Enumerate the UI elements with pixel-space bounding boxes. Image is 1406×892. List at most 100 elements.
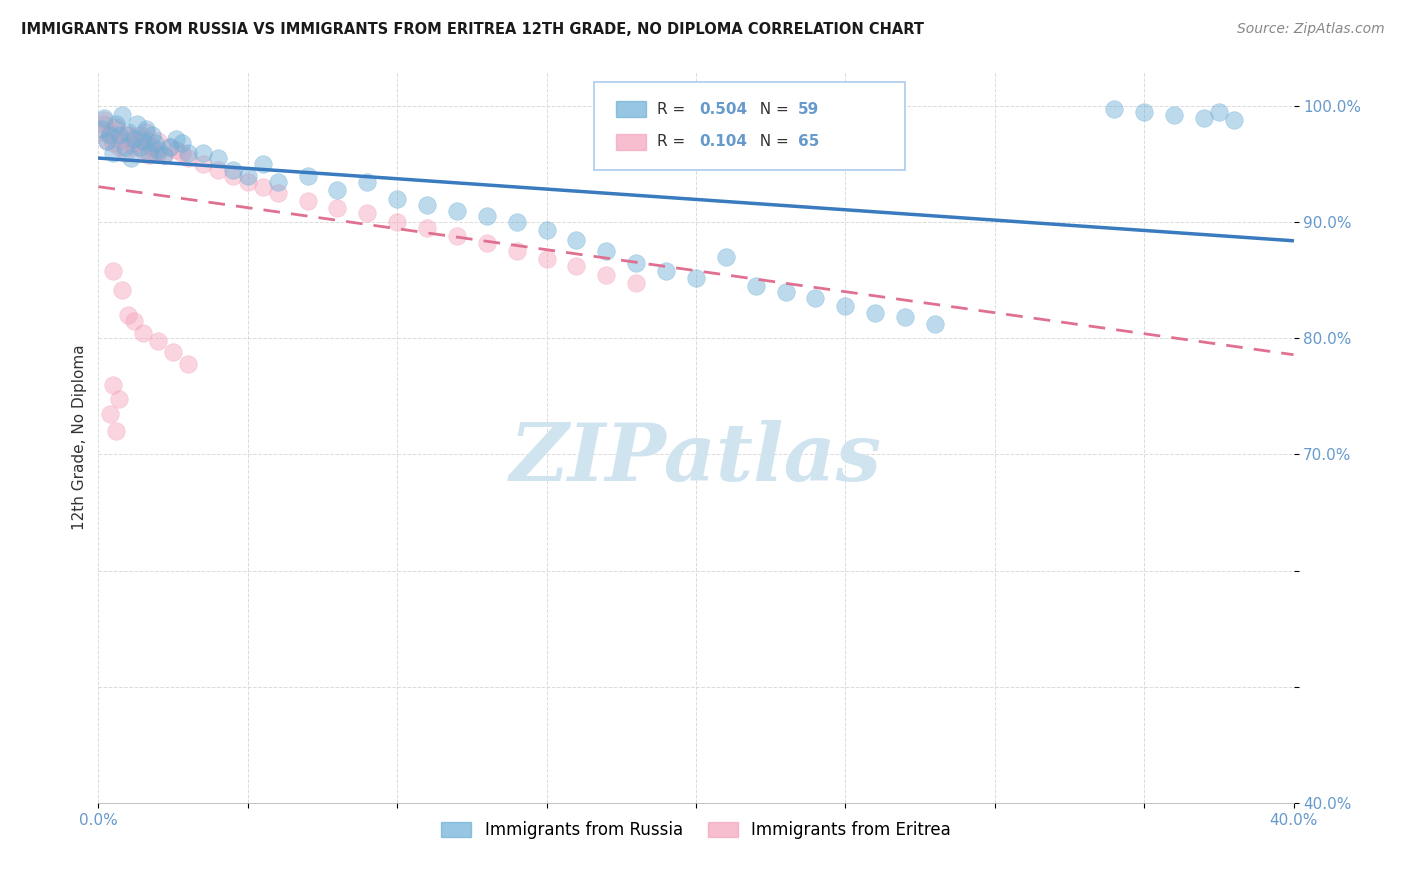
- Point: [297, 169, 319, 183]
- Point: [1223, 113, 1246, 128]
- Point: [159, 140, 181, 154]
- Point: [96, 134, 118, 148]
- Point: [595, 268, 617, 282]
- Point: [135, 131, 157, 145]
- Point: [565, 233, 588, 247]
- Point: [1104, 102, 1126, 116]
- Point: [143, 136, 166, 151]
- Point: [236, 169, 259, 183]
- Point: [1163, 108, 1185, 122]
- Point: [865, 306, 887, 320]
- Point: [148, 145, 170, 160]
- Point: [475, 236, 498, 251]
- Point: [475, 210, 498, 224]
- Point: [93, 117, 115, 131]
- Point: [267, 186, 290, 201]
- Point: [111, 108, 134, 122]
- Point: [93, 113, 115, 128]
- Point: [385, 215, 409, 229]
- Point: [177, 145, 200, 160]
- Bar: [616, 134, 645, 150]
- Point: [222, 163, 245, 178]
- Text: 0.504: 0.504: [700, 102, 748, 117]
- Point: [98, 128, 122, 143]
- Point: [103, 264, 125, 278]
- Point: [536, 223, 558, 237]
- Bar: [616, 102, 645, 118]
- Point: [252, 180, 274, 194]
- Point: [148, 144, 170, 158]
- Point: [124, 131, 146, 145]
- Point: [745, 279, 768, 293]
- Point: [117, 308, 139, 322]
- Text: 0.104: 0.104: [700, 134, 748, 149]
- Point: [132, 134, 155, 148]
- Point: [120, 134, 142, 148]
- Point: [108, 392, 131, 406]
- Point: [356, 175, 378, 189]
- Point: [148, 334, 170, 348]
- Legend: Immigrants from Russia, Immigrants from Eritrea: Immigrants from Russia, Immigrants from …: [434, 814, 957, 846]
- Point: [117, 128, 139, 143]
- Point: [924, 318, 946, 332]
- Point: [165, 131, 187, 145]
- Point: [111, 134, 134, 148]
- Point: [124, 136, 146, 151]
- Point: [138, 145, 160, 160]
- Point: [105, 122, 128, 136]
- Text: R =: R =: [657, 134, 690, 149]
- Point: [117, 125, 139, 139]
- Point: [595, 244, 617, 259]
- Point: [93, 111, 115, 125]
- Text: N =: N =: [749, 102, 793, 117]
- Point: [108, 140, 131, 154]
- Point: [834, 299, 856, 313]
- Point: [132, 144, 155, 158]
- Text: 59: 59: [797, 102, 818, 117]
- Point: [1208, 105, 1230, 120]
- Point: [159, 140, 181, 154]
- Point: [536, 252, 558, 267]
- Point: [143, 145, 166, 160]
- Point: [804, 291, 827, 305]
- Point: [103, 145, 125, 160]
- Text: R =: R =: [657, 102, 690, 117]
- Point: [98, 407, 122, 421]
- Point: [191, 157, 214, 171]
- Point: [153, 148, 176, 162]
- Point: [103, 136, 125, 151]
- FancyBboxPatch shape: [595, 82, 905, 170]
- Point: [135, 122, 157, 136]
- Point: [446, 203, 468, 218]
- Point: [141, 140, 163, 154]
- Point: [141, 140, 163, 154]
- Point: [105, 424, 128, 438]
- Point: [90, 125, 112, 139]
- Point: [98, 128, 122, 143]
- Point: [326, 183, 349, 197]
- Point: [124, 314, 146, 328]
- Point: [138, 148, 160, 162]
- Point: [775, 285, 797, 299]
- Point: [124, 140, 146, 154]
- Point: [714, 250, 737, 264]
- Point: [626, 256, 648, 270]
- Point: [90, 122, 112, 136]
- Point: [98, 125, 122, 139]
- Point: [416, 198, 439, 212]
- Point: [446, 229, 468, 244]
- Point: [894, 310, 917, 325]
- Point: [105, 120, 128, 134]
- Point: [162, 345, 184, 359]
- Point: [129, 131, 152, 145]
- Point: [108, 128, 131, 143]
- Point: [129, 128, 152, 143]
- Text: ZIPatlas: ZIPatlas: [510, 420, 882, 498]
- Point: [191, 145, 214, 160]
- Point: [207, 152, 229, 166]
- Point: [207, 163, 229, 178]
- Y-axis label: 12th Grade, No Diploma: 12th Grade, No Diploma: [72, 344, 87, 530]
- Point: [222, 169, 245, 183]
- Point: [153, 148, 176, 162]
- Point: [506, 215, 529, 229]
